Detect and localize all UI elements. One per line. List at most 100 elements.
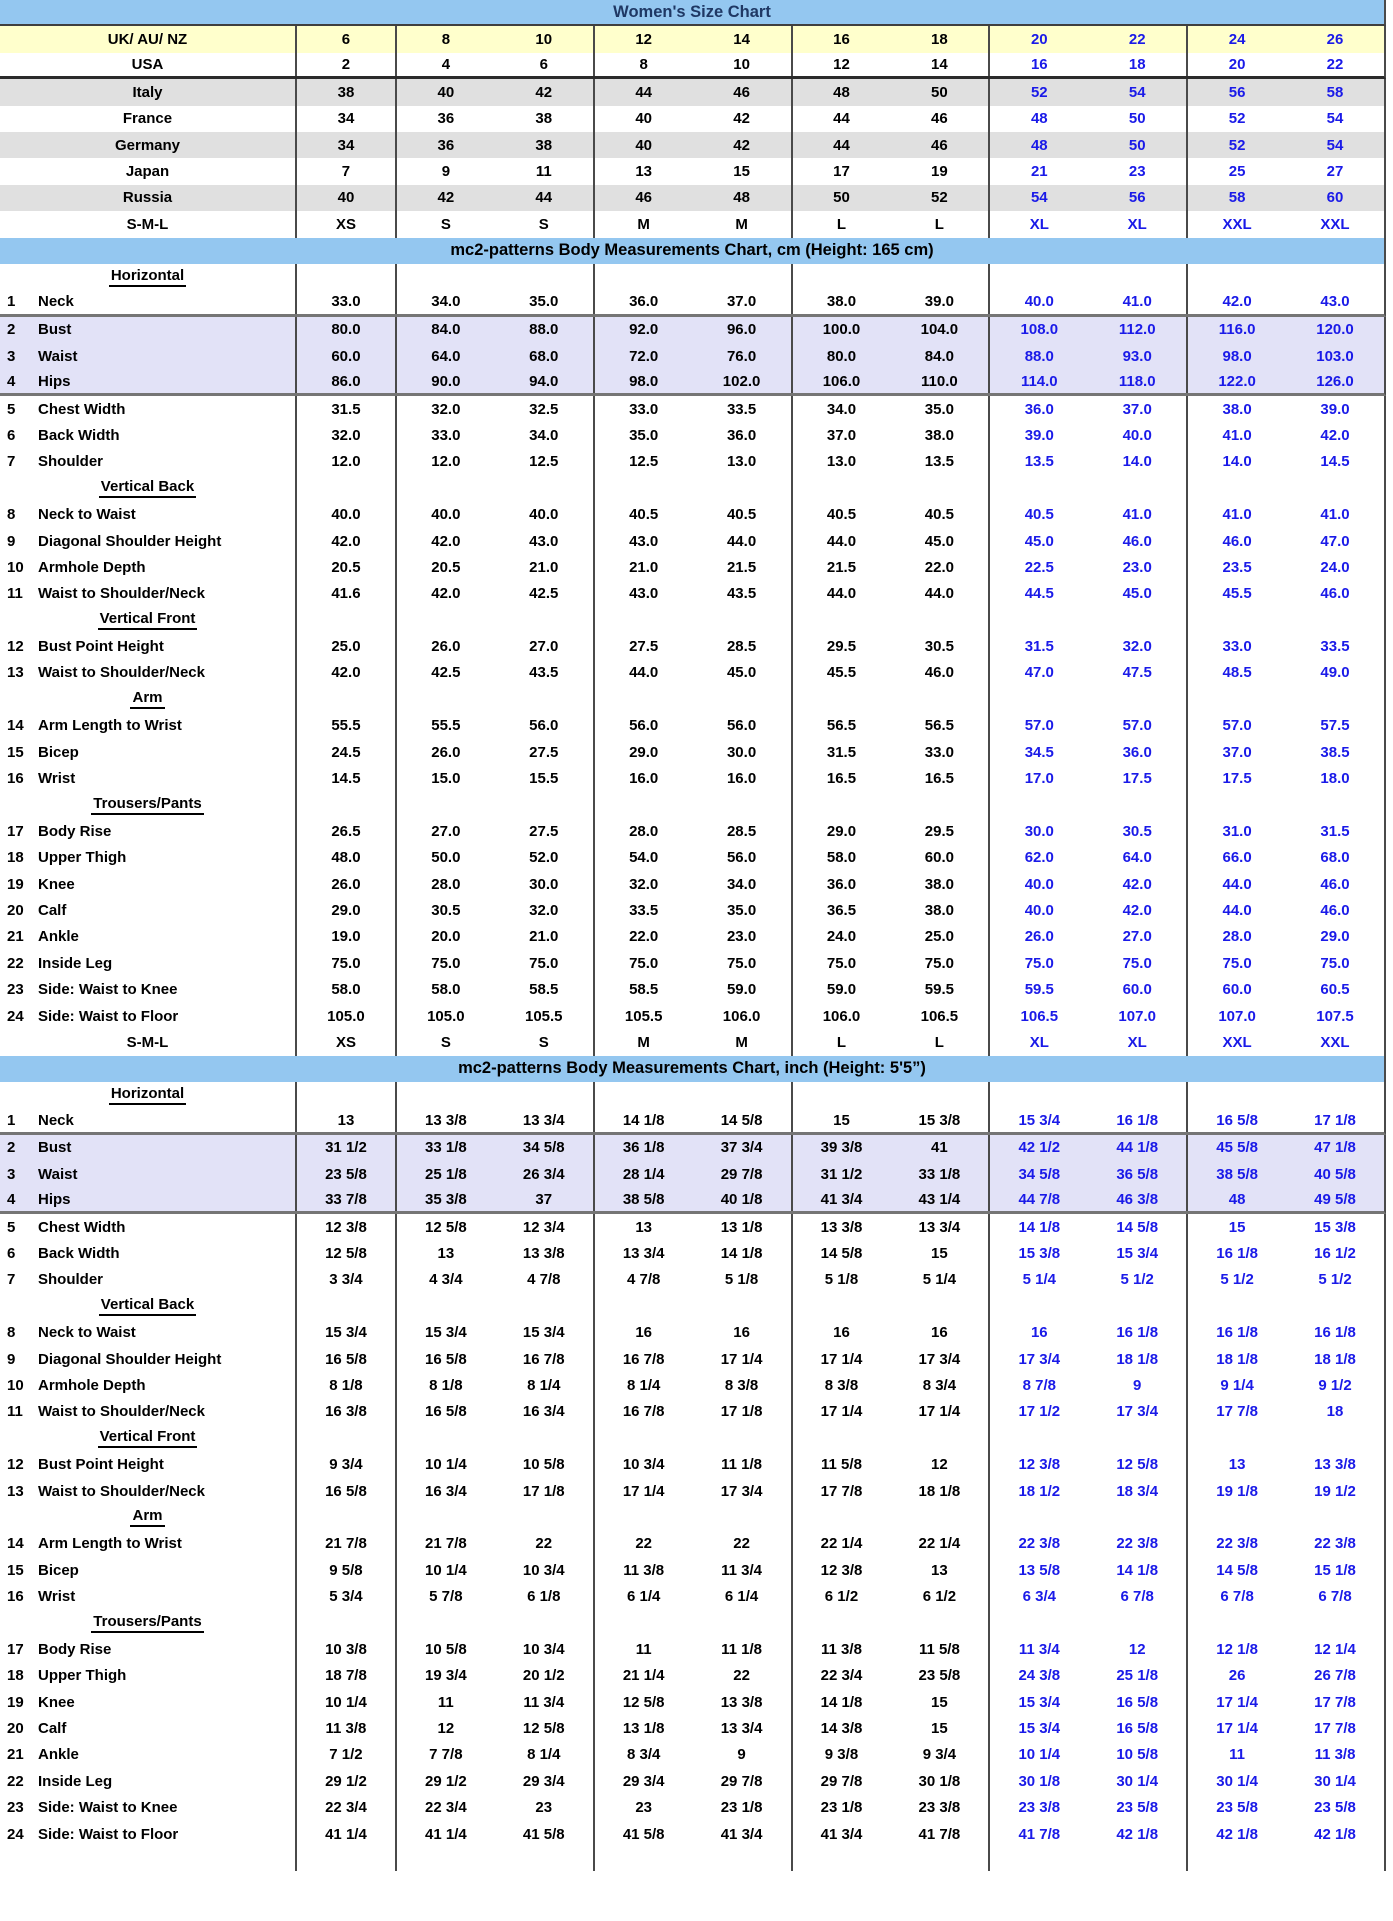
value-cell: 10 3/8 <box>295 1636 395 1663</box>
value-cell: 44.0 <box>1186 870 1286 898</box>
value-cell: 17 1/2 <box>988 1398 1088 1426</box>
value-cell: 6 1/2 <box>922 1588 957 1606</box>
table-row: Vertical Front <box>0 606 1386 634</box>
value-cell: 10 3/4 <box>522 1640 565 1658</box>
value-cell <box>394 1504 495 1531</box>
table-row: 20 Calf 11 3/8 12 12 5/8 13 1/8 13 3/4 14 3/8 15… <box>0 1715 1386 1742</box>
value-cell: 59.5 <box>988 976 1088 1003</box>
value-cell: 75.0 <box>394 950 495 977</box>
value-cell <box>295 475 395 502</box>
value-cell: 49.0 <box>1320 664 1350 682</box>
measurement-label-cell: 22 Inside Leg <box>0 950 295 976</box>
value-cell: 10 <box>733 55 750 73</box>
measurement-name: Shoulder <box>38 453 104 471</box>
measurement-number: 14 <box>7 717 24 735</box>
value-cell: 15 3/4 <box>1116 1245 1159 1263</box>
value-cell: 8 1/4 <box>592 1372 693 1399</box>
value-cell: 54 <box>1128 83 1146 101</box>
value-cell: 47 1/8 <box>1314 1139 1356 1157</box>
measurement-label-cell: 16 Wrist <box>0 1583 295 1609</box>
value-cell: 13 <box>295 1108 395 1132</box>
value-cell: 56.0 <box>592 712 693 739</box>
table-row: 10 Armhole Depth 20.5 20.5 21.0 21.0 21.5 21.5 2… <box>0 554 1386 581</box>
measurement-number: 8 <box>7 506 16 524</box>
measurement-label-cell: 11 Waist to Shoulder/Neck <box>0 581 295 607</box>
value-cell: 9 5/8 <box>295 1557 395 1584</box>
value-cell: 48 <box>1186 1187 1286 1211</box>
measurement-name: Bust Point Height <box>38 638 164 656</box>
value-cell: 17 1/8 <box>1314 1111 1356 1129</box>
value-cell: 28.0 <box>1186 923 1286 951</box>
value-cell: 52.0 <box>529 849 559 867</box>
table-row: 18 Upper Thigh 18 7/8 19 3/4 20 1/2 21 1/4 22 2… <box>0 1662 1386 1689</box>
value-cell: 20 <box>1186 52 1286 77</box>
section-header-cell: Vertical Front <box>0 1425 295 1451</box>
measurement-name: Waist <box>38 347 78 365</box>
value-cell <box>495 607 593 633</box>
value-cell: 13 3/4 <box>720 1720 763 1738</box>
value-cell: 33 7/8 <box>295 1187 395 1211</box>
measurement-number: 18 <box>7 1667 24 1685</box>
value-cell: 5 1/8 <box>724 1271 759 1289</box>
measurement-number: 14 <box>7 1535 24 1553</box>
value-cell: 18 1/2 <box>988 1477 1088 1505</box>
value-cell: L <box>790 211 891 238</box>
value-cell: 6 1/4 <box>592 1583 693 1610</box>
value-cell: 30.0 <box>726 743 757 761</box>
value-cell: 62.0 <box>988 844 1088 871</box>
value-cell: 26.0 <box>394 633 495 660</box>
value-cell: 52 <box>988 79 1088 106</box>
measurement-name: Diagonal Shoulder Height <box>38 532 222 550</box>
measurement-number: 13 <box>7 1482 24 1500</box>
value-cell: 60.0 <box>1186 976 1286 1003</box>
value-cell <box>988 263 1088 291</box>
value-cell: 36 <box>394 131 495 159</box>
value-cell: 58.5 <box>529 981 559 999</box>
measurement-number: 20 <box>7 901 24 919</box>
value-cell: 15 <box>790 1108 891 1132</box>
value-cell: 19 3/4 <box>394 1662 495 1689</box>
value-cell: 10 <box>535 31 553 49</box>
value-cell: 34.0 <box>726 875 757 893</box>
measurement-number: 17 <box>7 1640 24 1658</box>
value-cell <box>790 1293 891 1320</box>
value-cell: 107.5 <box>1316 1007 1354 1025</box>
value-cell: 19.0 <box>295 923 395 951</box>
value-cell: 50 <box>1128 136 1146 154</box>
value-cell: 12 3/8 <box>295 1213 395 1241</box>
measurement-name: Side: Waist to Floor <box>38 1007 179 1025</box>
value-cell: 14 5/8 <box>790 1240 891 1267</box>
measurement-label-cell: 8 Neck to Waist <box>0 501 295 527</box>
value-cell: 98.0 <box>592 369 693 393</box>
value-cell: 56 <box>1186 79 1286 106</box>
value-cell: 27.5 <box>529 822 559 840</box>
table-row: Vertical Front <box>0 1425 1386 1452</box>
value-cell: 26.0 <box>988 923 1088 951</box>
value-cell: 10 3/4 <box>592 1451 693 1478</box>
value-cell: 18 <box>931 31 948 49</box>
value-cell <box>295 1847 395 1872</box>
value-cell: 16 5/8 <box>394 1345 495 1373</box>
table-row: 22 Inside Leg 75.0 75.0 75.0 75.0 75.0 75.0 75.0… <box>0 950 1386 977</box>
value-cell: 48.5 <box>1186 659 1286 687</box>
measurement-name: Upper Thigh <box>38 849 127 867</box>
value-cell <box>790 1504 891 1531</box>
value-cell: 6 1/8 <box>527 1588 561 1606</box>
value-cell: 42.5 <box>394 659 495 687</box>
value-cell: 44.0 <box>1186 897 1286 924</box>
value-cell: 46.0 <box>1320 901 1350 919</box>
value-cell: 116.0 <box>1186 316 1286 344</box>
value-cell: 44.0 <box>726 532 757 550</box>
value-cell <box>1186 1082 1286 1109</box>
value-cell: 22 <box>1326 55 1344 73</box>
value-cell: 55.5 <box>295 712 395 739</box>
value-cell: 13.0 <box>726 453 757 471</box>
section-header-cell: Vertical Back <box>0 475 295 501</box>
measurement-name: Inside Leg <box>38 954 113 972</box>
value-cell: 35.0 <box>529 293 559 311</box>
measurement-number: 4 <box>7 372 16 390</box>
value-cell: 17 1/4 <box>1186 1689 1286 1716</box>
value-cell: 56.0 <box>726 717 757 735</box>
measurement-name: Knee <box>38 875 75 893</box>
value-cell: 33.0 <box>924 743 954 761</box>
